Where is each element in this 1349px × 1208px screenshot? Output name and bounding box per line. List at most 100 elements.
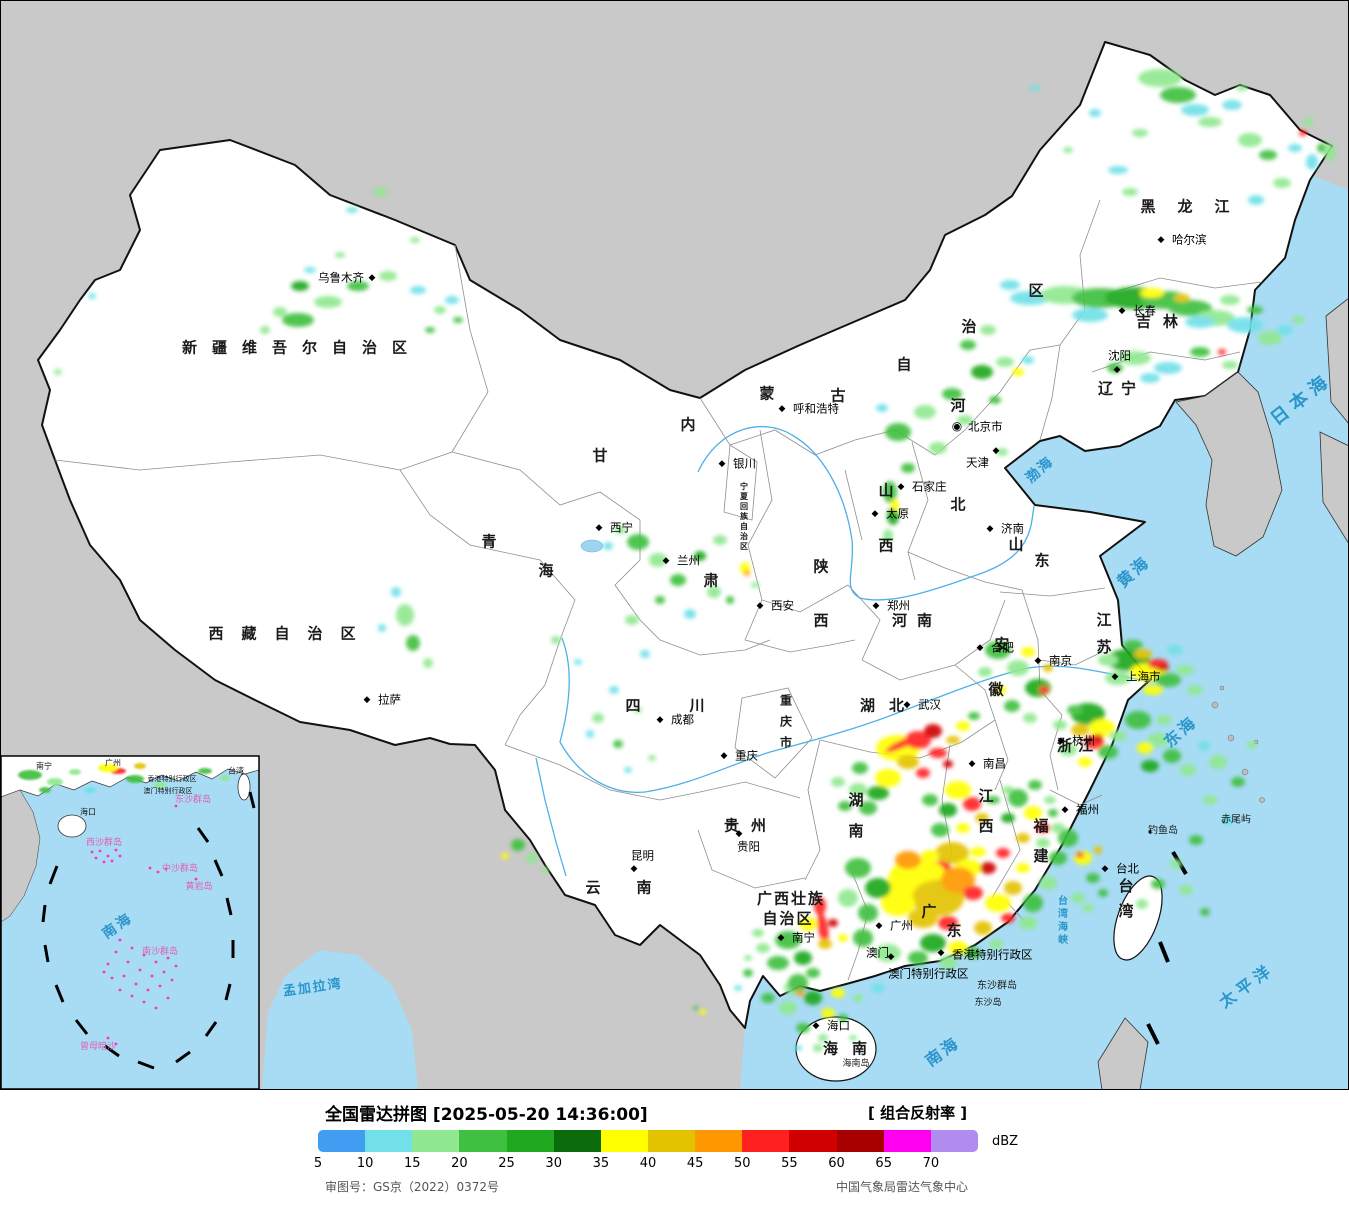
radar-echo <box>88 293 96 299</box>
radar-echo <box>867 786 889 800</box>
radar-echo <box>1222 815 1234 825</box>
radar-echo <box>963 797 981 811</box>
radar-echo <box>609 686 619 694</box>
radar-echo <box>282 313 314 327</box>
legend-tick: 70 <box>922 1156 940 1171</box>
radar-echo <box>347 281 369 291</box>
radar-echo <box>905 731 931 749</box>
radar-echo <box>1123 640 1143 650</box>
radar-echo <box>84 787 96 793</box>
radar-echo <box>69 769 81 775</box>
radar-echo <box>1140 288 1164 298</box>
radar-echo <box>1012 368 1024 376</box>
radar-echo <box>1082 904 1094 912</box>
radar-echo <box>1180 764 1196 776</box>
radar-echo <box>379 271 397 281</box>
radar-echo <box>924 724 942 738</box>
radar-echo <box>744 570 750 576</box>
radar-echo <box>779 1001 797 1015</box>
inset-taiwan <box>237 773 251 801</box>
radar-echo <box>649 553 667 567</box>
radar-echo <box>974 921 992 935</box>
radar-echo <box>1160 87 1196 103</box>
radar-echo <box>1022 356 1034 364</box>
legend-tick: 65 <box>875 1156 892 1171</box>
radar-echo <box>1176 665 1194 675</box>
radar-echo <box>980 325 996 335</box>
radar-echo <box>574 659 582 665</box>
radar-echo <box>897 755 919 769</box>
radar-echo <box>876 404 888 412</box>
radar-echo <box>938 916 958 930</box>
south-china-sea-inset <box>0 755 260 1090</box>
radar-echo <box>1179 885 1193 895</box>
radar-echo <box>1048 809 1058 817</box>
radar-echo <box>817 912 829 944</box>
radar-echo <box>410 237 420 243</box>
map-canvas <box>0 0 1349 1090</box>
radar-echo <box>1227 317 1263 333</box>
radar-echo <box>1028 780 1042 790</box>
radar-map[interactable]: 黑龙江 吉林 辽宁内蒙古自治区新疆维吾尔自治区 西藏自治区青海甘肃四川云南贵州重 庆 … <box>0 0 1349 1090</box>
radar-echo <box>1094 846 1102 854</box>
map-title: 全国雷达拼图 [2025-05-20 14:36:00] <box>325 1105 648 1125</box>
legend-swatch-45 <box>695 1130 743 1152</box>
legend-swatch-30 <box>553 1130 601 1152</box>
radar-echo <box>614 526 626 534</box>
radar-echo <box>551 636 561 644</box>
radar-echo <box>1059 744 1077 756</box>
radar-echo <box>895 851 921 869</box>
radar-echo <box>1044 796 1056 804</box>
radar-echo <box>996 448 1008 456</box>
radar-echo <box>849 783 867 797</box>
radar-echo <box>1067 705 1083 715</box>
radar-echo <box>423 658 433 668</box>
radar-echo <box>700 1009 706 1015</box>
radar-echo <box>526 853 538 863</box>
radar-echo <box>1198 741 1210 751</box>
radar-echo <box>1299 130 1307 136</box>
radar-echo <box>1181 104 1209 116</box>
radar-echo <box>996 357 1014 367</box>
radar-echo <box>1132 129 1148 137</box>
radar-echo <box>978 667 992 677</box>
radar-echo <box>291 281 309 291</box>
radar-echo <box>734 985 742 991</box>
radar-echo <box>373 188 387 196</box>
radar-echo <box>1122 188 1138 196</box>
radar-echo <box>1051 823 1065 833</box>
radar-echo <box>929 442 947 454</box>
radar-echo <box>445 296 459 304</box>
radar-echo <box>1107 363 1123 373</box>
legend-swatch-15 <box>412 1130 460 1152</box>
inset-nine-dash-line <box>41 791 256 1070</box>
product-name: [ 组合反射率 ] <box>868 1104 968 1122</box>
inset-hainan <box>57 814 87 838</box>
radar-echo <box>1049 851 1067 865</box>
radar-echo <box>613 740 623 748</box>
radar-echo <box>1071 893 1085 903</box>
legend-tick: 45 <box>686 1156 704 1171</box>
radar-echo <box>153 782 167 788</box>
legend-tick-row: 5 10 15 20 25 30 35 40 45 50 55 60 65 70 <box>314 1156 978 1174</box>
radar-echo <box>1163 749 1181 763</box>
radar-echo <box>920 934 946 952</box>
radar-echo <box>883 481 897 503</box>
radar-echo <box>1168 300 1212 316</box>
radar-echo <box>511 839 525 851</box>
radar-echo <box>891 499 899 511</box>
radar-echo <box>804 991 822 1005</box>
radar-echo <box>1010 291 1050 305</box>
legend-colorbar <box>318 1130 978 1152</box>
radar-echo <box>859 801 877 815</box>
radar-echo <box>985 641 1011 659</box>
radar-echo <box>1141 760 1159 772</box>
bay-of-bengal <box>262 950 418 1090</box>
radar-echo <box>767 956 789 970</box>
radar-echo <box>1157 665 1169 671</box>
radar-echo <box>1098 654 1118 666</box>
legend-tick: 20 <box>451 1156 468 1171</box>
legend-swatch-50 <box>742 1130 790 1152</box>
radar-echo <box>1248 195 1264 205</box>
legend-tick: 40 <box>639 1156 657 1171</box>
